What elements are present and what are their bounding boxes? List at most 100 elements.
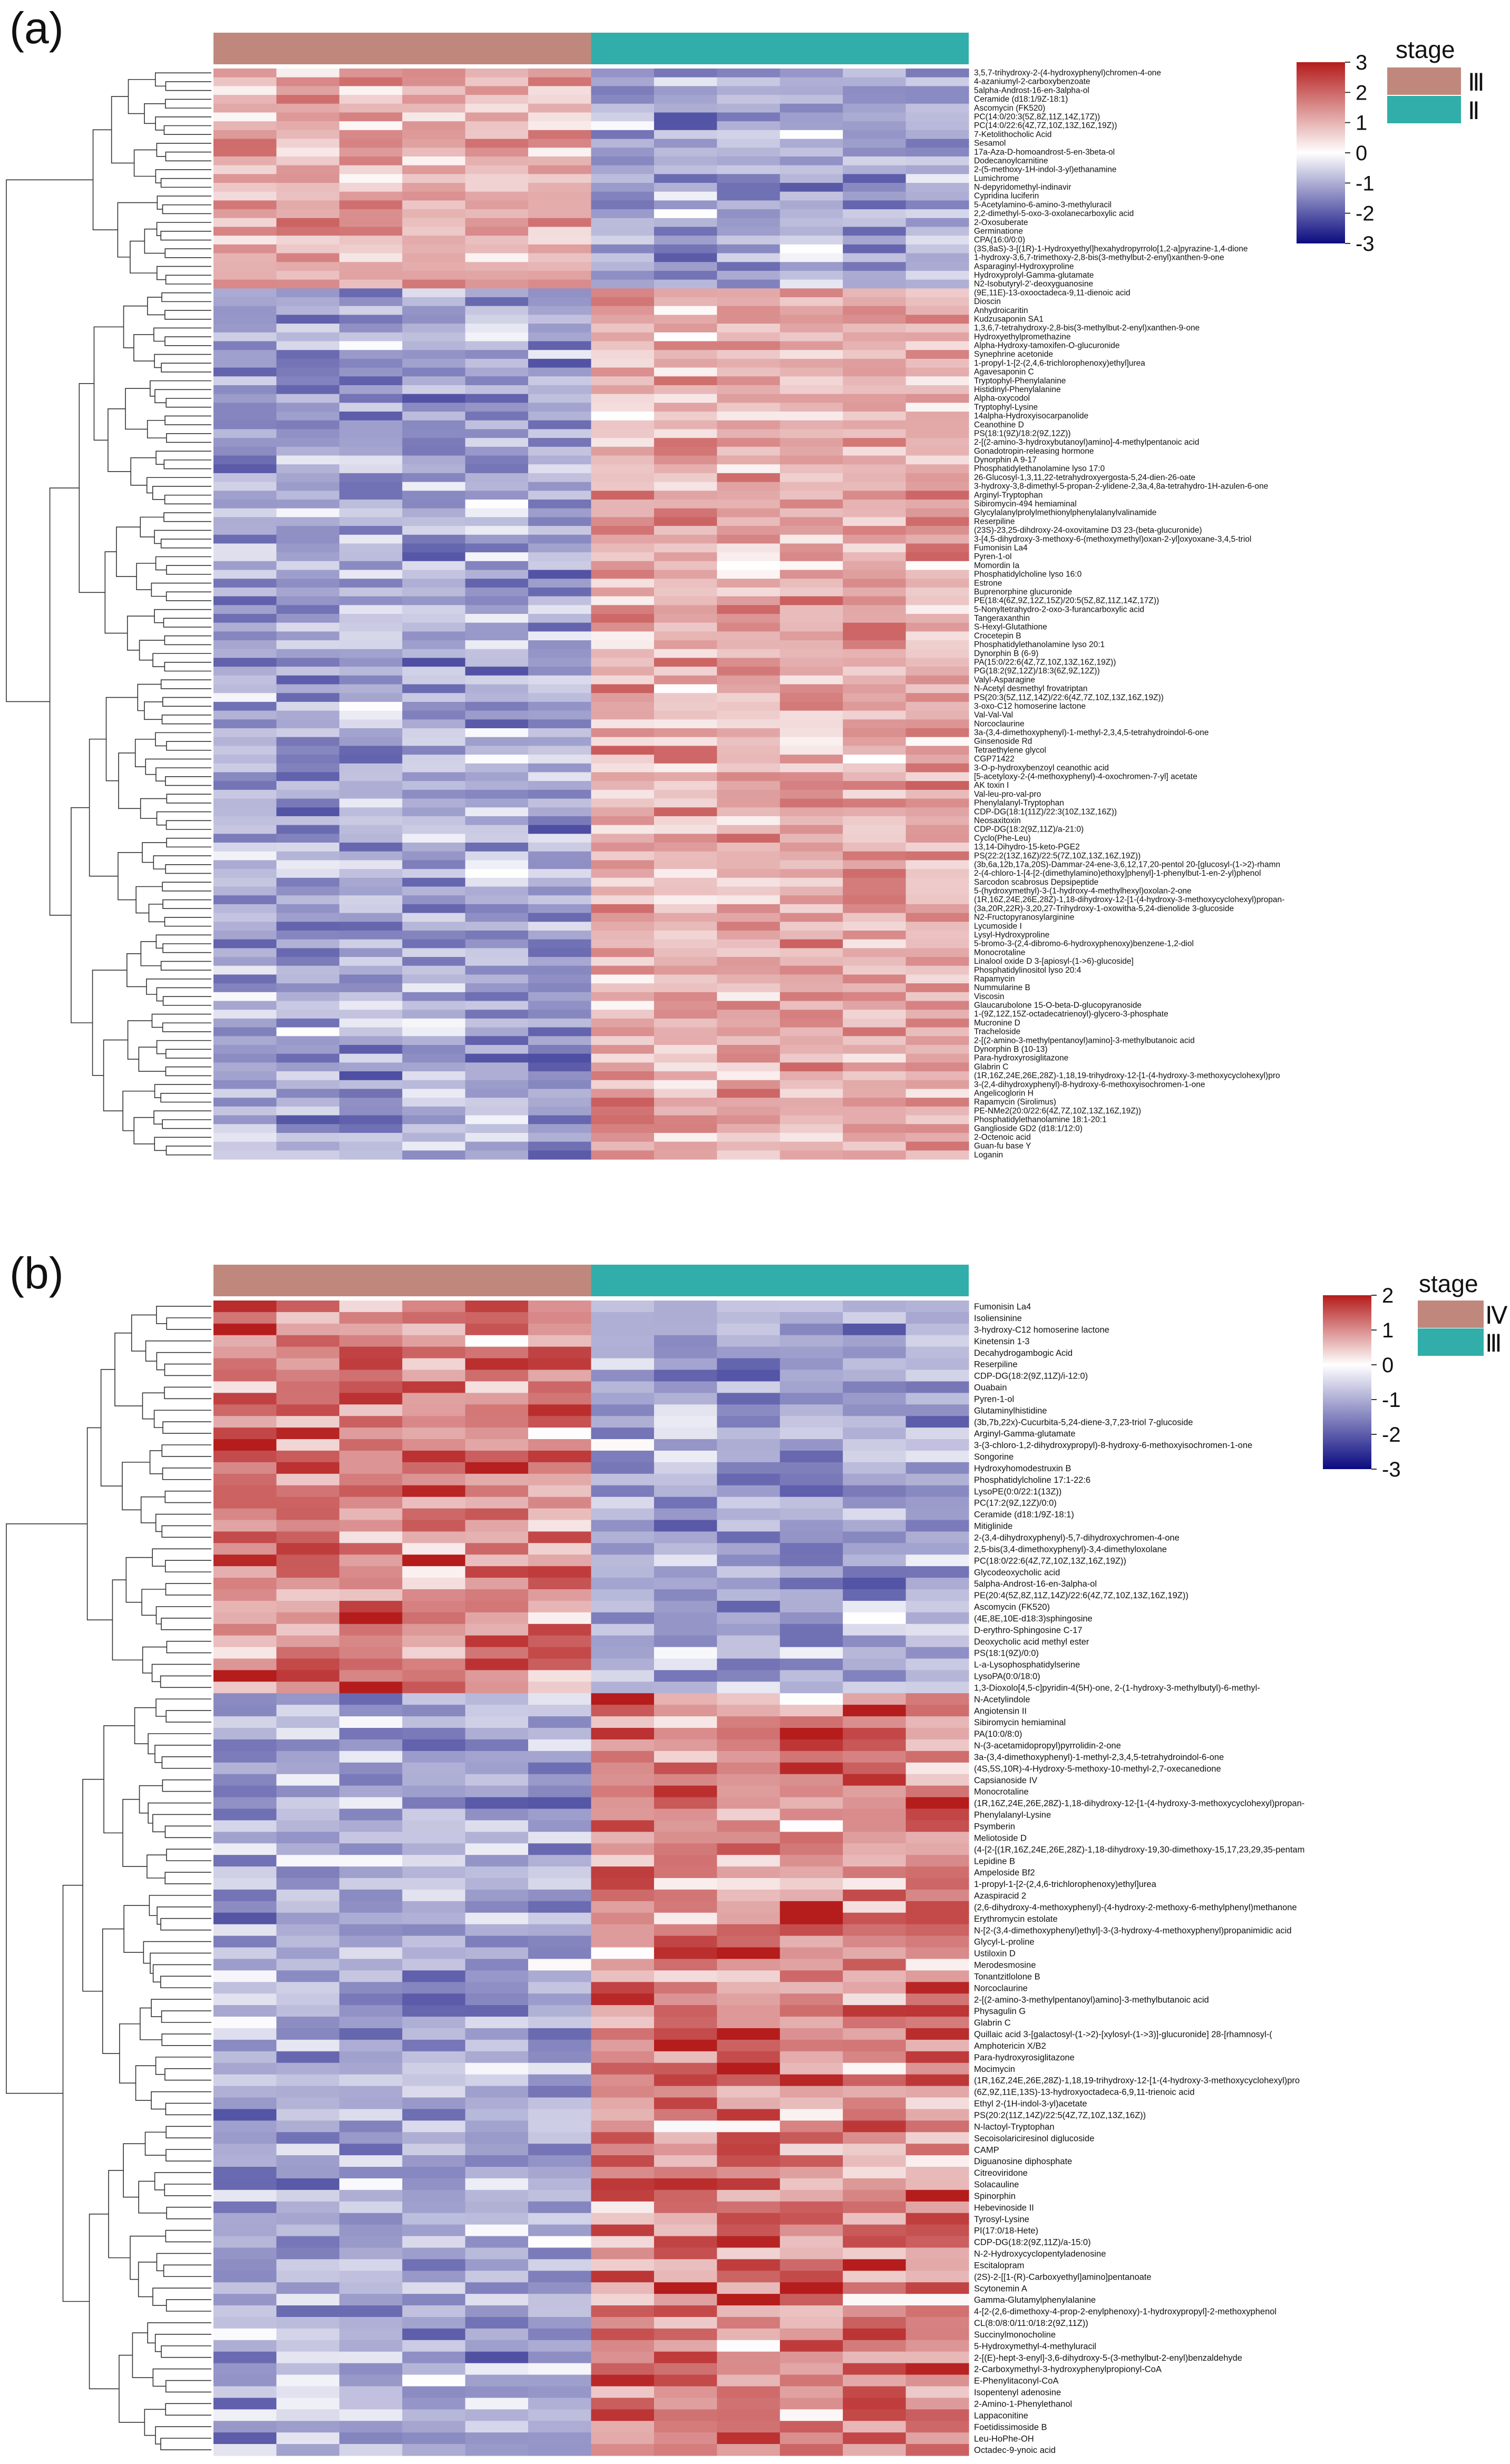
heatmap-cell bbox=[528, 614, 592, 623]
heatmap-cell bbox=[528, 1716, 592, 1728]
heatmap-cell bbox=[213, 2236, 277, 2248]
row-label: Isopentenyl adenosine bbox=[974, 2388, 1061, 2398]
heatmap-cell bbox=[591, 103, 655, 113]
heatmap-cell bbox=[654, 570, 717, 579]
heatmap-cell bbox=[591, 957, 655, 966]
heatmap-cell bbox=[780, 1924, 843, 1937]
heatmap-cell bbox=[717, 2144, 781, 2156]
heatmap-cell bbox=[276, 482, 340, 491]
heatmap-cell bbox=[591, 332, 655, 342]
row-label: Glycodeoxycholic acid bbox=[974, 1568, 1060, 1577]
heatmap-cell bbox=[717, 279, 781, 289]
heatmap-cell bbox=[465, 1751, 529, 1763]
heatmap-cell bbox=[905, 843, 969, 852]
heatmap-cell bbox=[339, 1044, 403, 1054]
heatmap-cell bbox=[654, 587, 717, 597]
row-label: Gonadotropin-releasing hormone bbox=[974, 447, 1094, 456]
heatmap-cell bbox=[843, 534, 907, 544]
heatmap-cell bbox=[654, 385, 717, 395]
heatmap-cell bbox=[717, 95, 781, 104]
heatmap-cell bbox=[717, 1912, 781, 1925]
heatmap-cell bbox=[402, 728, 466, 738]
heatmap-cell bbox=[654, 2167, 717, 2179]
heatmap-cell bbox=[591, 270, 655, 280]
heatmap-cell bbox=[465, 270, 529, 280]
heatmap-cell bbox=[213, 2213, 277, 2225]
heatmap-cell bbox=[402, 2259, 466, 2271]
heatmap-cell bbox=[591, 2409, 655, 2421]
heatmap-cell bbox=[717, 1036, 781, 1045]
heatmap-cell bbox=[654, 1473, 717, 1486]
heatmap-cell bbox=[843, 1624, 907, 1636]
heatmap-cell bbox=[654, 922, 717, 931]
heatmap-cell bbox=[780, 1416, 843, 1428]
row-label: Lappaconitine bbox=[974, 2411, 1028, 2420]
heatmap-cell bbox=[780, 807, 843, 817]
heatmap-cell bbox=[528, 95, 592, 104]
dendrogram-branch bbox=[164, 1490, 211, 1503]
heatmap-cell bbox=[402, 2144, 466, 2156]
heatmap-cell bbox=[339, 2328, 403, 2341]
heatmap-cell bbox=[276, 358, 340, 368]
heatmap-cell bbox=[905, 1485, 969, 1498]
row-label: 3-oxo-C12 homoserine lactone bbox=[974, 702, 1086, 711]
dendrogram-branch bbox=[148, 1733, 211, 1755]
heatmap-cell bbox=[843, 701, 907, 711]
heatmap-cell bbox=[402, 1635, 466, 1648]
heatmap-cell bbox=[654, 957, 717, 966]
heatmap-cell bbox=[528, 904, 592, 914]
heatmap-cell bbox=[905, 1785, 969, 1798]
heatmap-cell bbox=[843, 1115, 907, 1125]
heatmap-cell bbox=[402, 2189, 466, 2202]
row-label: 5-Acetylamino-6-amino-3-methyluracil bbox=[974, 200, 1112, 209]
dendrogram-branch bbox=[160, 961, 211, 971]
heatmap-cell bbox=[213, 983, 277, 993]
heatmap-cell bbox=[654, 983, 717, 993]
heatmap-cell bbox=[591, 482, 655, 491]
dendrogram-branch bbox=[152, 653, 211, 667]
heatmap-cell bbox=[654, 2017, 717, 2029]
heatmap-cell bbox=[654, 948, 717, 957]
heatmap-cell bbox=[780, 86, 843, 95]
heatmap-cell bbox=[402, 701, 466, 711]
heatmap-cell bbox=[905, 227, 969, 236]
heatmap-cell bbox=[528, 948, 592, 957]
heatmap-cell bbox=[905, 1855, 969, 1867]
row-label: Ampeloside Bf2 bbox=[974, 1868, 1035, 1878]
heatmap-cell bbox=[717, 1578, 781, 1590]
heatmap-cell bbox=[213, 746, 277, 755]
heatmap-cell bbox=[465, 508, 529, 517]
heatmap-cell bbox=[843, 1855, 907, 1867]
heatmap-cell bbox=[213, 2086, 277, 2098]
heatmap-cell bbox=[528, 1115, 592, 1125]
heatmap-cell bbox=[402, 112, 466, 122]
heatmap-cell bbox=[780, 587, 843, 597]
heatmap-cell bbox=[780, 1658, 843, 1671]
heatmap-cell bbox=[402, 913, 466, 922]
heatmap-cell bbox=[591, 596, 655, 605]
dendrogram-branch bbox=[165, 1710, 211, 1723]
heatmap-cell bbox=[843, 1797, 907, 1810]
heatmap-cell bbox=[843, 886, 907, 896]
heatmap-cell bbox=[717, 517, 781, 526]
heatmap-cell bbox=[528, 789, 592, 799]
dendrogram-branch bbox=[103, 1039, 128, 1111]
heatmap-cell bbox=[654, 270, 717, 280]
heatmap-cell bbox=[339, 2294, 403, 2306]
heatmap-cell bbox=[213, 1312, 277, 1324]
legend-title: stage bbox=[1419, 1270, 1478, 1297]
heatmap-cell bbox=[843, 1693, 907, 1705]
heatmap-cell bbox=[528, 376, 592, 386]
dendrogram-root bbox=[6, 179, 93, 702]
row-label: 1-propyl-1-[2-(2,4,6-trichlorophenoxy)et… bbox=[974, 1880, 1157, 1889]
heatmap-cell bbox=[528, 807, 592, 817]
dendrogram-branch bbox=[154, 1745, 211, 1763]
heatmap-cell bbox=[905, 1554, 969, 1567]
heatmap-cell bbox=[780, 1751, 843, 1763]
heatmap-cell bbox=[339, 1150, 403, 1160]
heatmap-cell bbox=[465, 2167, 529, 2179]
heatmap-cell bbox=[465, 174, 529, 183]
heatmap-cell bbox=[905, 2074, 969, 2087]
heatmap-cell bbox=[339, 2398, 403, 2410]
heatmap-cell bbox=[276, 1450, 340, 1463]
